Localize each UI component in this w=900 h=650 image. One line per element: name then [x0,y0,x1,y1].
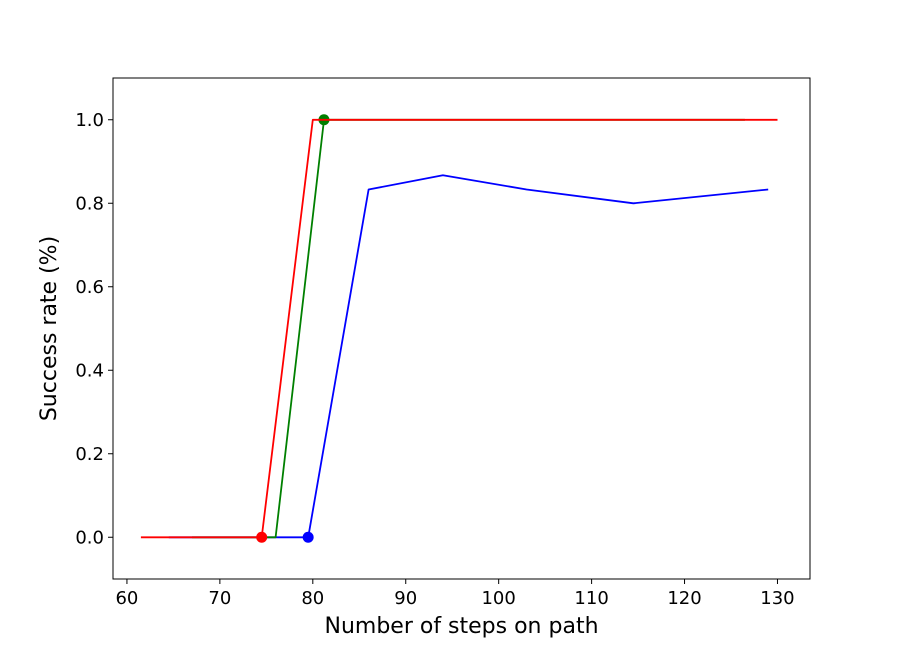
x-tick-label: 100 [481,588,515,609]
series-line-1 [168,174,769,539]
series-line-2 [192,118,745,539]
x-tick-label: 130 [760,588,794,609]
plot-frame [112,77,811,580]
x-tick-label: 70 [208,588,231,609]
y-axis-label: Success rate (%) [37,236,62,421]
series-line-3 [140,118,778,539]
x-tick-label: 60 [115,588,138,609]
x-tick-label: 110 [574,588,608,609]
y-tick-label: 0.4 [75,360,104,381]
y-axis-ticks: 0.0 0.2 0.4 0.6 0.8 1.0 [75,110,113,548]
y-tick-label: 0.6 [75,277,104,298]
series-marker-1 [302,531,314,543]
x-tick-label: 90 [394,588,417,609]
y-tick-label: 0.8 [75,193,104,214]
series-layer [140,114,778,543]
x-axis-ticks: 60 70 80 90 100 110 120 130 [115,579,795,609]
y-tick-label: 1.0 [75,110,104,131]
series-marker-3 [256,531,268,543]
y-tick-label: 0.0 [75,527,104,548]
x-tick-label: 120 [667,588,701,609]
x-tick-label: 80 [301,588,324,609]
y-tick-label: 0.2 [75,444,104,465]
x-axis-label: Number of steps on path [324,614,598,639]
